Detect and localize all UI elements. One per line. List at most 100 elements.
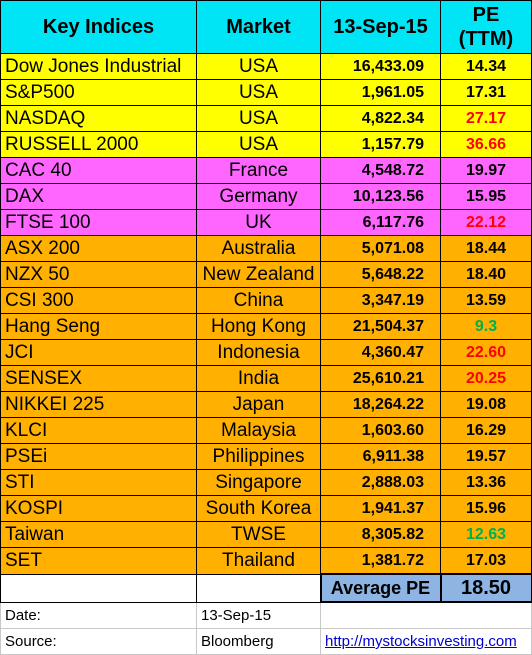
- index-cell: FTSE 100: [0, 209, 197, 236]
- market-cell: Singapore: [196, 469, 321, 496]
- pe-cell: 15.96: [440, 495, 532, 522]
- pe-cell: 19.08: [440, 391, 532, 418]
- value-cell: 25,610.21: [320, 365, 441, 392]
- info-empty: [320, 601, 532, 629]
- value-cell: 1,381.72: [320, 547, 441, 575]
- pe-cell: 17.03: [440, 547, 532, 575]
- pe-cell: 20.25: [440, 365, 532, 392]
- website-link-cell: http://mystocksinvesting.com: [320, 628, 532, 655]
- value-cell: 16,433.09: [320, 53, 441, 80]
- info-row-date: Date: 13-Sep-15: [0, 601, 532, 629]
- value-cell: 4,548.72: [320, 157, 441, 184]
- value-cell: 18,264.22: [320, 391, 441, 418]
- date-label: Date:: [0, 601, 197, 629]
- market-cell: Thailand: [196, 547, 321, 575]
- table-row: FTSE 100 UK 6,117.76 22.12: [0, 209, 532, 236]
- date-value: 13-Sep-15: [196, 601, 321, 629]
- source-value: Bloomberg: [196, 628, 321, 655]
- pe-cell: 22.12: [440, 209, 532, 236]
- pe-cell: 22.60: [440, 339, 532, 366]
- value-cell: 5,648.22: [320, 261, 441, 288]
- avg-empty-2: [196, 573, 321, 603]
- index-cell: S&P500: [0, 79, 197, 106]
- value-cell: 1,941.37: [320, 495, 441, 522]
- table-row: ASX 200 Australia 5,071.08 18.44: [0, 235, 532, 262]
- market-cell: India: [196, 365, 321, 392]
- header-date: 13-Sep-15: [320, 0, 441, 54]
- table-row: CAC 40 France 4,548.72 19.97: [0, 157, 532, 184]
- market-cell: UK: [196, 209, 321, 236]
- pe-cell: 17.31: [440, 79, 532, 106]
- value-cell: 3,347.19: [320, 287, 441, 314]
- index-cell: NIKKEI 225: [0, 391, 197, 418]
- index-cell: NASDAQ: [0, 105, 197, 132]
- market-cell: Australia: [196, 235, 321, 262]
- average-pe-value: 18.50: [439, 573, 532, 603]
- info-row-source: Source: Bloomberg http://mystocksinvesti…: [0, 628, 532, 655]
- value-cell: 2,888.03: [320, 469, 441, 496]
- average-row: Average PE 18.50: [0, 573, 532, 603]
- value-cell: 4,822.34: [320, 105, 441, 132]
- table-row: STI Singapore 2,888.03 13.36: [0, 469, 532, 496]
- table-row: S&P500 USA 1,961.05 17.31: [0, 79, 532, 106]
- value-cell: 5,071.08: [320, 235, 441, 262]
- index-cell: STI: [0, 469, 197, 496]
- value-cell: 8,305.82: [320, 521, 441, 548]
- index-cell: RUSSELL 2000: [0, 131, 197, 158]
- table-row: SENSEX India 25,610.21 20.25: [0, 365, 532, 392]
- table-row: DAX Germany 10,123.56 15.95: [0, 183, 532, 210]
- table-row: NASDAQ USA 4,822.34 27.17: [0, 105, 532, 132]
- header-market: Market: [196, 0, 321, 54]
- value-cell: 21,504.37: [320, 313, 441, 340]
- pe-cell: 18.40: [440, 261, 532, 288]
- table-row: Taiwan TWSE 8,305.82 12.63: [0, 521, 532, 548]
- index-cell: DAX: [0, 183, 197, 210]
- pe-cell: 19.97: [440, 157, 532, 184]
- table-row: PSEi Philippines 6,911.38 19.57: [0, 443, 532, 470]
- market-cell: Hong Kong: [196, 313, 321, 340]
- header-index: Key Indices: [0, 0, 197, 54]
- table-row: RUSSELL 2000 USA 1,157.79 36.66: [0, 131, 532, 158]
- header-pe-line1: PE: [472, 4, 500, 26]
- pe-cell: 36.66: [440, 131, 532, 158]
- market-cell: Philippines: [196, 443, 321, 470]
- pe-cell: 15.95: [440, 183, 532, 210]
- market-cell: Indonesia: [196, 339, 321, 366]
- website-link[interactable]: http://mystocksinvesting.com: [325, 633, 517, 650]
- table-row: KLCI Malaysia 1,603.60 16.29: [0, 417, 532, 444]
- index-cell: CSI 300: [0, 287, 197, 314]
- header-pe: PE (TTM): [440, 0, 532, 54]
- table-row: Dow Jones Industrial USA 16,433.09 14.34: [0, 53, 532, 80]
- pe-cell: 13.36: [440, 469, 532, 496]
- table-row: JCI Indonesia 4,360.47 22.60: [0, 339, 532, 366]
- index-cell: NZX 50: [0, 261, 197, 288]
- value-cell: 6,911.38: [320, 443, 441, 470]
- market-cell: New Zealand: [196, 261, 321, 288]
- avg-empty-1: [0, 573, 197, 603]
- table-row: SET Thailand 1,381.72 17.03: [0, 547, 532, 575]
- index-cell: Hang Seng: [0, 313, 197, 340]
- market-cell: Germany: [196, 183, 321, 210]
- pe-cell: 14.34: [440, 53, 532, 80]
- pe-cell: 27.17: [440, 105, 532, 132]
- table-row: NIKKEI 225 Japan 18,264.22 19.08: [0, 391, 532, 418]
- index-cell: Dow Jones Industrial: [0, 53, 197, 80]
- value-cell: 1,603.60: [320, 417, 441, 444]
- table-row: Hang Seng Hong Kong 21,504.37 9.3: [0, 313, 532, 340]
- pe-cell: 18.44: [440, 235, 532, 262]
- index-cell: KLCI: [0, 417, 197, 444]
- table-row: KOSPI South Korea 1,941.37 15.96: [0, 495, 532, 522]
- value-cell: 1,157.79: [320, 131, 441, 158]
- table-row: CSI 300 China 3,347.19 13.59: [0, 287, 532, 314]
- source-label: Source:: [0, 628, 197, 655]
- index-cell: PSEi: [0, 443, 197, 470]
- market-cell: China: [196, 287, 321, 314]
- header-pe-line2: (TTM): [458, 28, 514, 50]
- index-cell: KOSPI: [0, 495, 197, 522]
- pe-cell: 9.3: [440, 313, 532, 340]
- index-cell: JCI: [0, 339, 197, 366]
- market-cell: USA: [196, 79, 321, 106]
- index-cell: CAC 40: [0, 157, 197, 184]
- value-cell: 1,961.05: [320, 79, 441, 106]
